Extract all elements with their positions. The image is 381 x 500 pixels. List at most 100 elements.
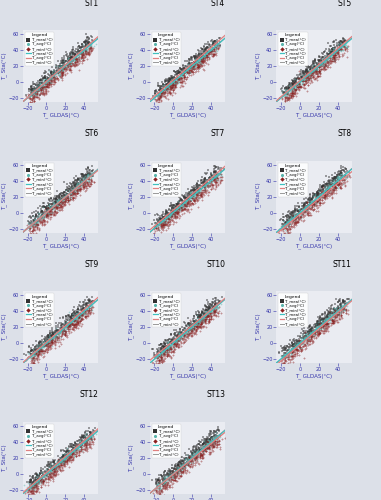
Point bbox=[52, 466, 58, 473]
Point bbox=[165, 342, 171, 349]
Point bbox=[192, 320, 198, 328]
Point bbox=[325, 312, 331, 320]
Point bbox=[59, 66, 65, 74]
Point bbox=[25, 488, 31, 496]
Point bbox=[318, 318, 324, 326]
Point bbox=[206, 312, 212, 320]
Point bbox=[74, 444, 80, 452]
Point bbox=[292, 212, 298, 220]
Point bbox=[170, 472, 176, 480]
Point bbox=[59, 202, 66, 209]
Point bbox=[32, 483, 38, 491]
Point bbox=[184, 64, 190, 72]
Point bbox=[46, 200, 52, 207]
Point bbox=[36, 94, 42, 102]
Point bbox=[320, 318, 326, 326]
Point bbox=[66, 324, 72, 332]
Point bbox=[191, 188, 197, 196]
Point bbox=[43, 86, 49, 94]
Point bbox=[38, 89, 44, 97]
Point bbox=[213, 42, 219, 50]
Point bbox=[192, 184, 198, 192]
Point bbox=[302, 329, 308, 337]
Point bbox=[176, 212, 182, 220]
Point bbox=[42, 480, 48, 488]
Point bbox=[39, 347, 45, 355]
Point bbox=[311, 200, 317, 208]
Point bbox=[219, 293, 225, 301]
Point bbox=[90, 298, 96, 306]
X-axis label: T_ GLDAS(°C): T_ GLDAS(°C) bbox=[169, 374, 206, 380]
Point bbox=[316, 68, 322, 76]
Text: ST8: ST8 bbox=[338, 129, 352, 138]
Point bbox=[290, 345, 296, 353]
Point bbox=[292, 74, 298, 82]
Point bbox=[42, 472, 48, 480]
Point bbox=[57, 68, 63, 76]
Point bbox=[154, 222, 160, 230]
Point bbox=[316, 68, 322, 76]
Point bbox=[193, 57, 199, 65]
Point bbox=[317, 62, 323, 70]
Point bbox=[59, 62, 65, 70]
Point bbox=[37, 472, 43, 480]
Point bbox=[295, 78, 301, 86]
Point bbox=[48, 210, 54, 218]
Point bbox=[199, 179, 205, 187]
Point bbox=[290, 90, 296, 98]
Point bbox=[158, 86, 165, 94]
Point bbox=[73, 312, 79, 320]
Point bbox=[61, 188, 67, 196]
Point bbox=[320, 322, 327, 330]
Point bbox=[77, 446, 83, 454]
Point bbox=[330, 185, 336, 193]
Point bbox=[48, 74, 54, 82]
Point bbox=[158, 85, 164, 93]
Point bbox=[37, 474, 43, 482]
Point bbox=[184, 320, 190, 328]
Point bbox=[331, 56, 337, 64]
Point bbox=[168, 474, 174, 482]
Point bbox=[197, 314, 203, 322]
Point bbox=[188, 322, 194, 330]
Point bbox=[29, 346, 35, 354]
Point bbox=[35, 482, 41, 490]
Point bbox=[61, 458, 67, 466]
Point bbox=[35, 208, 41, 216]
Point bbox=[301, 202, 307, 210]
Point bbox=[196, 310, 202, 318]
Point bbox=[298, 346, 304, 354]
Point bbox=[51, 333, 57, 341]
Point bbox=[196, 316, 202, 324]
Point bbox=[167, 218, 173, 226]
Point bbox=[300, 337, 306, 345]
Point bbox=[40, 479, 46, 487]
Point bbox=[166, 346, 172, 354]
Point bbox=[298, 344, 304, 352]
Point bbox=[179, 71, 185, 79]
Point bbox=[73, 312, 79, 320]
Point bbox=[66, 458, 72, 466]
Point bbox=[25, 348, 31, 356]
Point bbox=[89, 296, 95, 304]
Point bbox=[200, 314, 206, 322]
Point bbox=[344, 299, 350, 307]
Point bbox=[180, 458, 186, 466]
Point bbox=[195, 64, 201, 72]
Point bbox=[305, 68, 311, 76]
Point bbox=[89, 438, 95, 446]
Point bbox=[296, 75, 302, 83]
Point bbox=[324, 185, 330, 193]
Point bbox=[32, 348, 38, 356]
Point bbox=[164, 89, 170, 97]
Point bbox=[88, 300, 94, 308]
Point bbox=[331, 54, 337, 62]
Point bbox=[60, 456, 66, 464]
Point bbox=[155, 480, 161, 488]
Point bbox=[328, 57, 334, 65]
Point bbox=[30, 488, 36, 496]
Point bbox=[308, 334, 314, 342]
Point bbox=[304, 69, 311, 77]
Point bbox=[152, 92, 158, 100]
Point bbox=[70, 445, 76, 453]
